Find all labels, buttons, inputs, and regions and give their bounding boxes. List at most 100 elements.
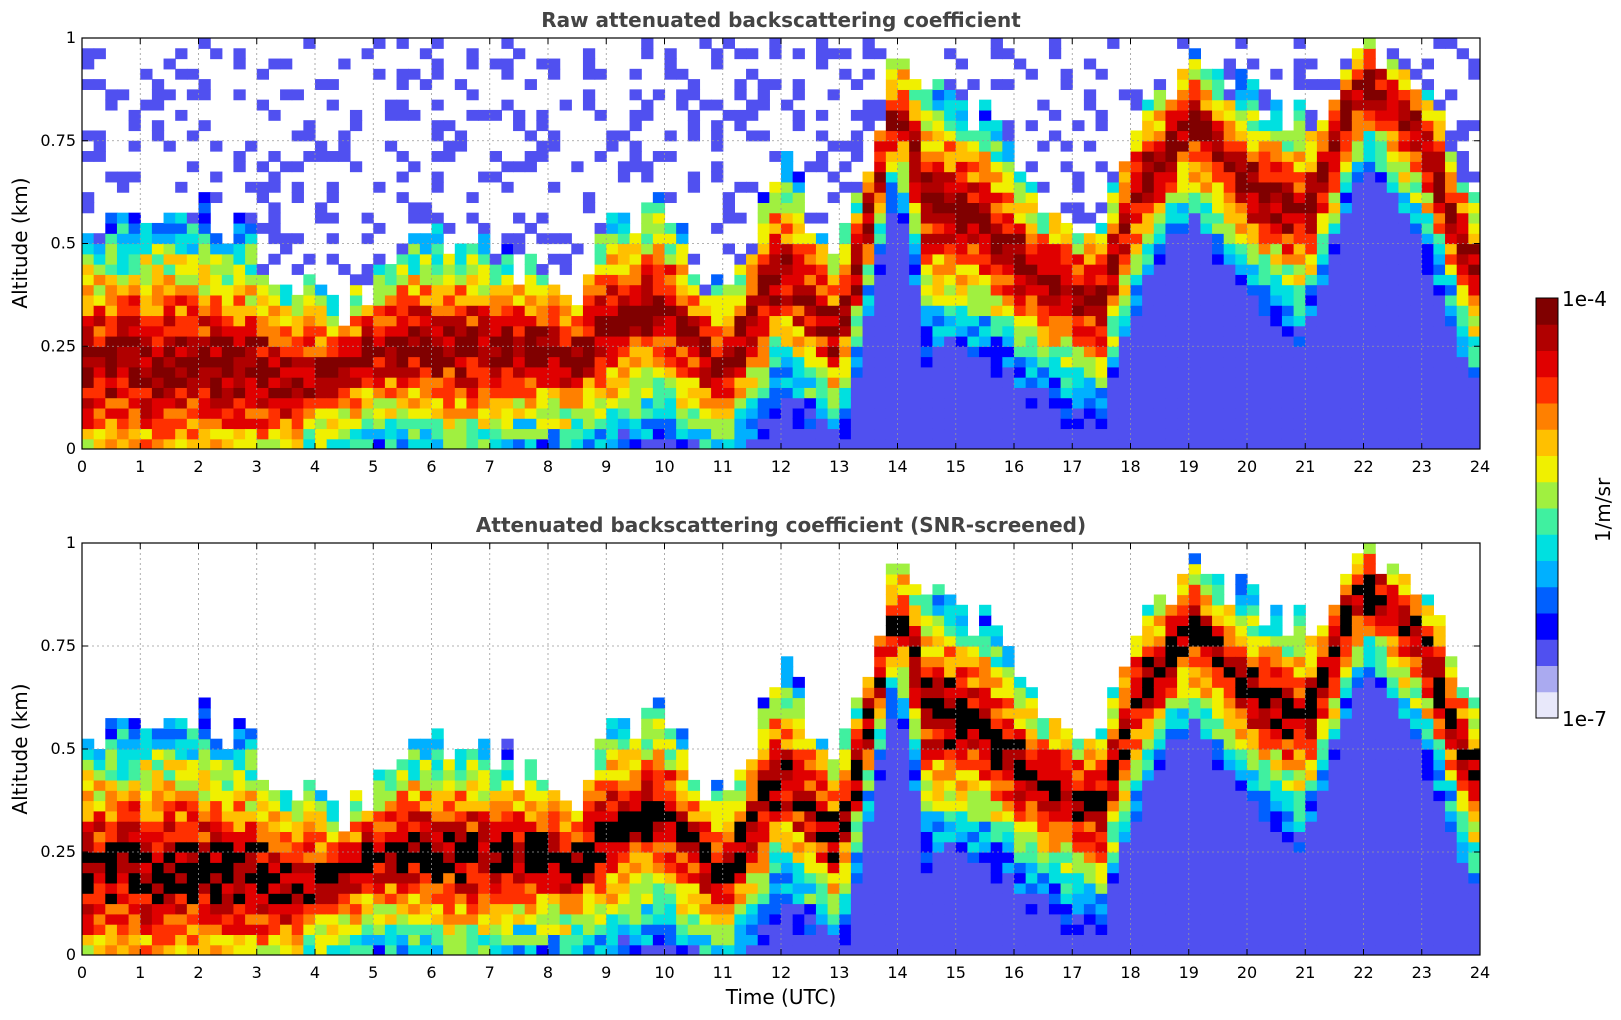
heatmap-cell <box>501 790 514 802</box>
heatmap-cell <box>827 264 840 275</box>
heatmap-cell <box>466 749 479 760</box>
heatmap-cell <box>408 924 421 935</box>
heatmap-cell <box>781 821 794 832</box>
heatmap-cell <box>1083 99 1097 111</box>
x-tick-label: 24 <box>1470 457 1490 476</box>
heatmap-cell <box>1351 48 1365 60</box>
heatmap-cell <box>1281 325 1295 337</box>
y-tick-label: 0.5 <box>51 234 76 253</box>
heatmap-cell <box>582 284 596 296</box>
heatmap-cell <box>1014 274 1027 286</box>
heatmap-cell <box>1223 284 1236 296</box>
heatmap-cell <box>1200 387 1213 399</box>
heatmap-cell <box>1200 315 1213 327</box>
heatmap-cell <box>711 872 724 884</box>
heatmap-cell <box>151 377 165 388</box>
heatmap-cell <box>1177 264 1190 275</box>
heatmap-cell <box>210 903 223 915</box>
heatmap-cell <box>396 779 409 791</box>
heatmap-cell <box>1258 192 1271 204</box>
heatmap-cell <box>606 222 619 234</box>
heatmap-cell <box>1375 387 1388 399</box>
heatmap-cell <box>466 325 479 337</box>
heatmap-cell <box>1235 202 1248 214</box>
heatmap-cell <box>280 346 293 358</box>
heatmap-cell <box>105 769 118 781</box>
heatmap-cell <box>256 862 269 874</box>
heatmap-cell <box>349 831 363 843</box>
heatmap-cell <box>932 140 945 152</box>
heatmap-cell <box>571 428 584 440</box>
heatmap-cell <box>431 407 444 419</box>
heatmap-cell <box>1363 325 1376 337</box>
heatmap-cell <box>746 862 759 874</box>
heatmap-cell <box>781 99 794 111</box>
heatmap-cell <box>431 222 444 234</box>
heatmap-cell <box>105 821 118 832</box>
heatmap-cell <box>594 222 607 234</box>
x-tick-label: 17 <box>1062 457 1082 476</box>
heatmap-cell <box>338 944 351 955</box>
heatmap-cell <box>617 366 631 378</box>
heatmap-cell <box>338 841 351 853</box>
heatmap-cell <box>711 222 724 234</box>
heatmap-cell <box>140 284 153 296</box>
heatmap-cell <box>1340 335 1353 347</box>
heatmap-cell <box>792 397 805 409</box>
heatmap-cell <box>862 759 875 771</box>
heatmap-cell <box>198 779 211 791</box>
heatmap-cell <box>443 140 456 152</box>
heatmap-cell <box>384 831 398 843</box>
heatmap-cell <box>408 315 421 327</box>
heatmap-cell <box>594 893 607 905</box>
heatmap-cell <box>198 893 211 905</box>
heatmap-cell <box>536 294 549 306</box>
heatmap-cell <box>699 335 712 347</box>
heatmap-cell <box>757 800 770 812</box>
heatmap-cell <box>571 397 584 409</box>
heatmap-cell <box>1363 151 1376 162</box>
heatmap-cell <box>105 934 118 946</box>
heatmap-cell <box>186 397 200 409</box>
heatmap-cell <box>944 418 957 430</box>
heatmap-cell <box>548 418 561 430</box>
heatmap-cell <box>699 862 712 874</box>
heatmap-cell <box>722 862 735 874</box>
heatmap-cell <box>699 872 712 884</box>
heatmap-cell <box>1223 356 1236 368</box>
heatmap-cell <box>885 79 899 90</box>
heatmap-cell <box>909 79 922 90</box>
heatmap-cell <box>1468 305 1480 317</box>
heatmap-cell <box>93 903 106 915</box>
heatmap-cell <box>1363 428 1376 440</box>
heatmap-cell <box>175 924 188 935</box>
heatmap-cell <box>443 274 456 286</box>
heatmap-cell <box>850 212 864 224</box>
heatmap-cell <box>536 325 549 337</box>
heatmap-cell <box>1025 428 1038 440</box>
heatmap-cell <box>1165 181 1178 193</box>
heatmap-cell <box>874 769 887 781</box>
heatmap-cell <box>769 893 782 905</box>
heatmap-cell <box>1363 222 1376 234</box>
heatmap-cell <box>524 407 537 419</box>
heatmap-cell <box>466 759 479 771</box>
heatmap-cell <box>338 366 351 378</box>
heatmap-cell <box>885 315 899 327</box>
heatmap-cell <box>478 934 491 946</box>
heatmap-cell <box>1037 315 1050 327</box>
heatmap-cell <box>1305 315 1318 327</box>
heatmap-cell <box>885 171 899 183</box>
heatmap-cell <box>641 924 654 935</box>
heatmap-cell <box>1410 315 1423 327</box>
heatmap-cell <box>233 759 246 771</box>
heatmap-cell <box>536 790 549 802</box>
heatmap-cell <box>699 821 712 832</box>
heatmap-cell <box>303 387 316 399</box>
heatmap-cell <box>1165 243 1178 255</box>
heatmap-cell <box>1375 120 1388 132</box>
heatmap-cell <box>1247 335 1260 347</box>
heatmap-cell <box>885 397 899 409</box>
heatmap-cell <box>804 397 817 409</box>
heatmap-cell <box>571 315 584 327</box>
